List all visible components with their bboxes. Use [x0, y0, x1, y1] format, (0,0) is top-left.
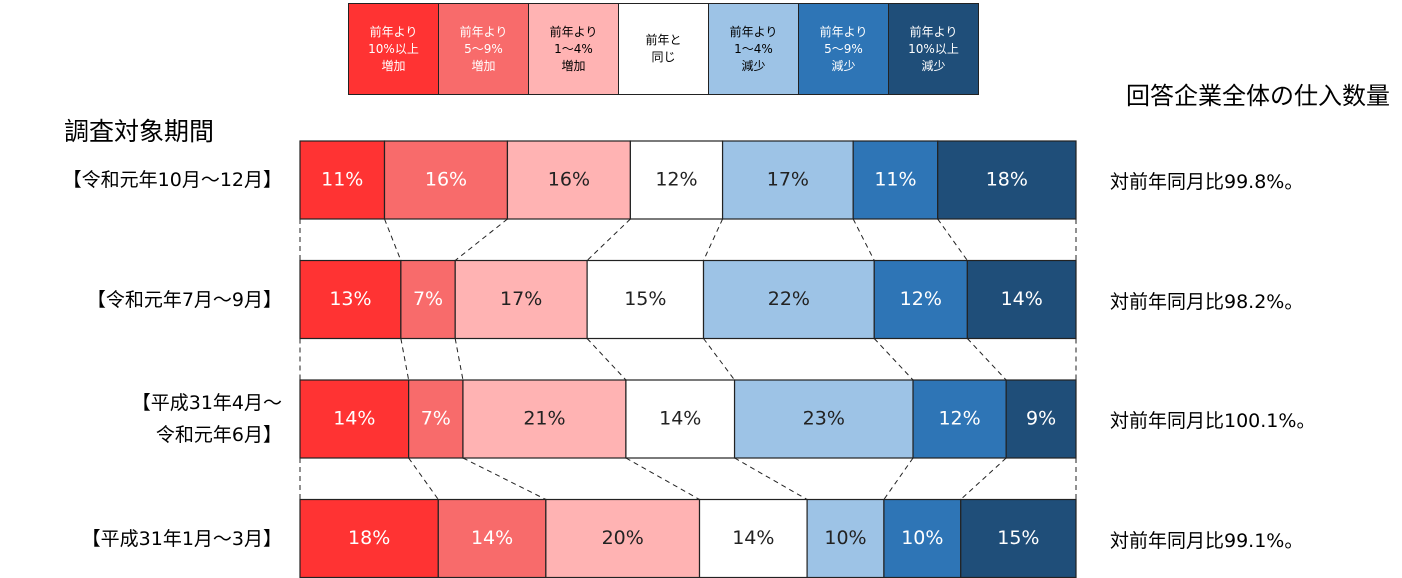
connector — [625, 457, 700, 500]
value-label: 9% — [1026, 408, 1056, 430]
value-label: 15% — [624, 288, 666, 310]
annotation: 対前年同月比99.1%。 — [1110, 529, 1304, 552]
bar-segment — [462, 379, 627, 459]
bar-segment — [937, 140, 1077, 220]
value-label: 7% — [413, 288, 443, 310]
bar-segment — [873, 259, 968, 340]
value-label: 22% — [768, 288, 810, 310]
value-label: 12% — [655, 169, 697, 191]
row-label: 【令和元年7月～9月】 — [86, 288, 282, 311]
bar-segment — [625, 379, 736, 459]
connector — [703, 218, 724, 261]
value-label: 17% — [767, 169, 809, 191]
bar-segment — [383, 140, 509, 220]
bar-segment — [806, 498, 885, 578]
value-label: 14% — [471, 527, 513, 549]
legend-item: 前年より 10%以上 増加 — [348, 3, 439, 95]
legend-item: 前年より 5～9% 増加 — [438, 3, 529, 95]
value-label: 11% — [321, 169, 363, 191]
bar-segment — [408, 379, 464, 459]
connector — [703, 338, 735, 381]
connector — [937, 218, 968, 261]
annotation: 対前年同月比100.1%。 — [1110, 410, 1316, 432]
value-label: 11% — [874, 169, 916, 191]
value-label: 15% — [997, 527, 1039, 549]
chart-title: 調査対象期間 — [64, 117, 215, 146]
value-label: 10% — [901, 527, 943, 549]
value-label: 14% — [732, 527, 774, 549]
bar-segment — [702, 259, 875, 340]
connector — [734, 457, 808, 500]
legend-item: 前年より 1～4% 減少 — [708, 3, 799, 95]
bar-segment — [545, 498, 701, 578]
row-label: 【平成31年4月～ 令和元年6月】 — [131, 392, 282, 446]
value-label: 14% — [1001, 288, 1043, 310]
connector — [873, 338, 914, 381]
value-label: 18% — [986, 169, 1028, 191]
bar-segment — [852, 140, 939, 220]
bar-segment — [586, 259, 705, 340]
connector — [883, 457, 914, 500]
bar-segment — [883, 498, 962, 578]
value-label: 10% — [824, 527, 866, 549]
value-label: 23% — [803, 408, 845, 430]
connector — [462, 457, 547, 500]
row-label: 【令和元年10月～12月】 — [62, 169, 282, 191]
value-label: 14% — [333, 408, 375, 430]
bar-segment — [299, 140, 386, 220]
value-label: 18% — [348, 527, 390, 549]
bar-segment — [960, 498, 1077, 578]
annotation: 対前年同月比98.2%。 — [1110, 290, 1304, 313]
value-label: 16% — [548, 169, 590, 191]
bar-segment — [299, 498, 439, 578]
connector — [966, 338, 1007, 381]
connector — [960, 457, 1007, 500]
value-label: 20% — [602, 527, 644, 549]
bar-segment — [966, 259, 1077, 340]
connector — [400, 338, 410, 381]
connector — [454, 218, 508, 261]
value-label: 16% — [425, 169, 467, 191]
connector — [454, 338, 464, 381]
connector — [408, 457, 439, 500]
legend-item: 前年より 5～9% 減少 — [798, 3, 889, 95]
bar-segment — [454, 259, 588, 340]
bar-segment — [299, 259, 402, 340]
value-label: 17% — [500, 288, 542, 310]
value-label: 12% — [938, 408, 980, 430]
bar-segment — [1005, 379, 1077, 459]
chart-subtitle: 回答企業全体の仕入数量 — [1126, 82, 1390, 110]
bar-segment — [506, 140, 631, 220]
connector — [586, 218, 631, 261]
bar-segment — [698, 498, 808, 578]
value-label: 14% — [659, 408, 701, 430]
value-label: 13% — [329, 288, 371, 310]
value-label: 12% — [900, 288, 942, 310]
bar-segment — [629, 140, 724, 220]
connector — [384, 218, 402, 261]
value-label: 7% — [421, 408, 451, 430]
connector — [852, 218, 875, 261]
legend-item: 前年と 同じ — [618, 3, 709, 95]
connector — [586, 338, 627, 381]
legend-item: 前年より 10%以上 減少 — [888, 3, 979, 95]
value-label: 21% — [523, 408, 565, 430]
bar-segment — [733, 379, 914, 459]
annotation: 対前年同月比99.8%。 — [1110, 171, 1304, 193]
row-label: 【平成31年1月～3月】 — [81, 527, 282, 550]
legend-item: 前年より 1～4% 増加 — [528, 3, 619, 95]
